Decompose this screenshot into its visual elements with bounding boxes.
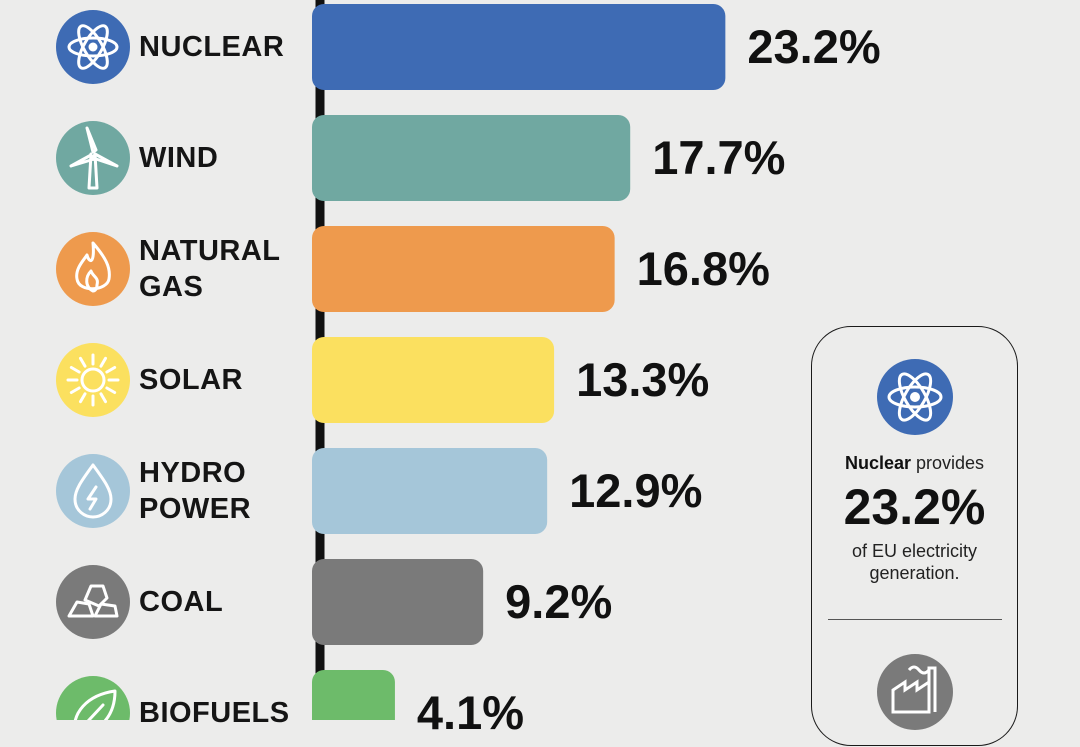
category-label: BIOFUELS — [139, 695, 290, 731]
category-label-line: BIOFUELS — [139, 697, 290, 729]
atom-icon — [56, 10, 130, 84]
callout-subject: Nuclear — [844, 453, 911, 473]
category-label-line: SOLAR — [139, 364, 243, 396]
category-label-line: GAS — [139, 271, 204, 303]
leaf-icon — [56, 676, 130, 720]
value-label: 23.2% — [747, 20, 881, 73]
bar-nuclear — [312, 4, 726, 90]
nuclear-callout-card: Nuclear provides 23.2% of EU electricity… — [811, 326, 1018, 746]
category-label-line: NUCLEAR — [139, 31, 285, 63]
value-label: 9.2% — [505, 575, 613, 628]
bar-solar — [312, 337, 555, 423]
bar-wind — [312, 115, 631, 201]
bar-coal — [312, 559, 484, 645]
wind-turbine-icon — [56, 121, 130, 195]
flame-icon — [56, 232, 130, 306]
value-label: 16.8% — [636, 242, 770, 295]
category-label: NATURAL GAS — [139, 233, 281, 305]
value-label: 4.1% — [416, 686, 525, 739]
category-label: HYDRO POWER — [139, 455, 251, 527]
category-label: WIND — [139, 140, 218, 176]
coal-rocks-icon — [56, 565, 130, 639]
value-label: 17.7% — [652, 131, 786, 184]
bar-chart — [56, 0, 726, 720]
category-label-line: HYDRO — [139, 457, 247, 489]
category-label-line: WIND — [139, 142, 219, 174]
category-label-line: COAL — [139, 586, 224, 618]
callout-divider — [828, 619, 1002, 620]
value-label: 13.3% — [576, 353, 710, 406]
sun-icon — [56, 343, 130, 417]
bar-natural-gas — [312, 226, 615, 312]
bar-biofuels — [312, 670, 395, 720]
callout-text: provides — [911, 453, 985, 473]
callout-atom-icon — [877, 359, 953, 435]
category-label: SOLAR — [139, 362, 243, 398]
callout-line-2: of EU electricity — [851, 541, 978, 561]
value-label: 12.9% — [569, 464, 703, 517]
callout-line-3: generation. — [869, 563, 960, 583]
water-drop-icon — [56, 454, 130, 528]
callout-factory-icon — [877, 654, 953, 730]
callout-big-value: 23.2% — [843, 479, 986, 535]
category-label: NUCLEAR — [139, 29, 284, 65]
category-label: COAL — [139, 584, 223, 620]
category-label-line: NATURAL — [139, 235, 281, 267]
callout-description: of EU electricity generation. — [812, 540, 1017, 584]
bar-hydro-power — [312, 448, 548, 534]
category-label-line: POWER — [139, 493, 252, 525]
callout-line-1: Nuclear provides — [812, 453, 1017, 474]
